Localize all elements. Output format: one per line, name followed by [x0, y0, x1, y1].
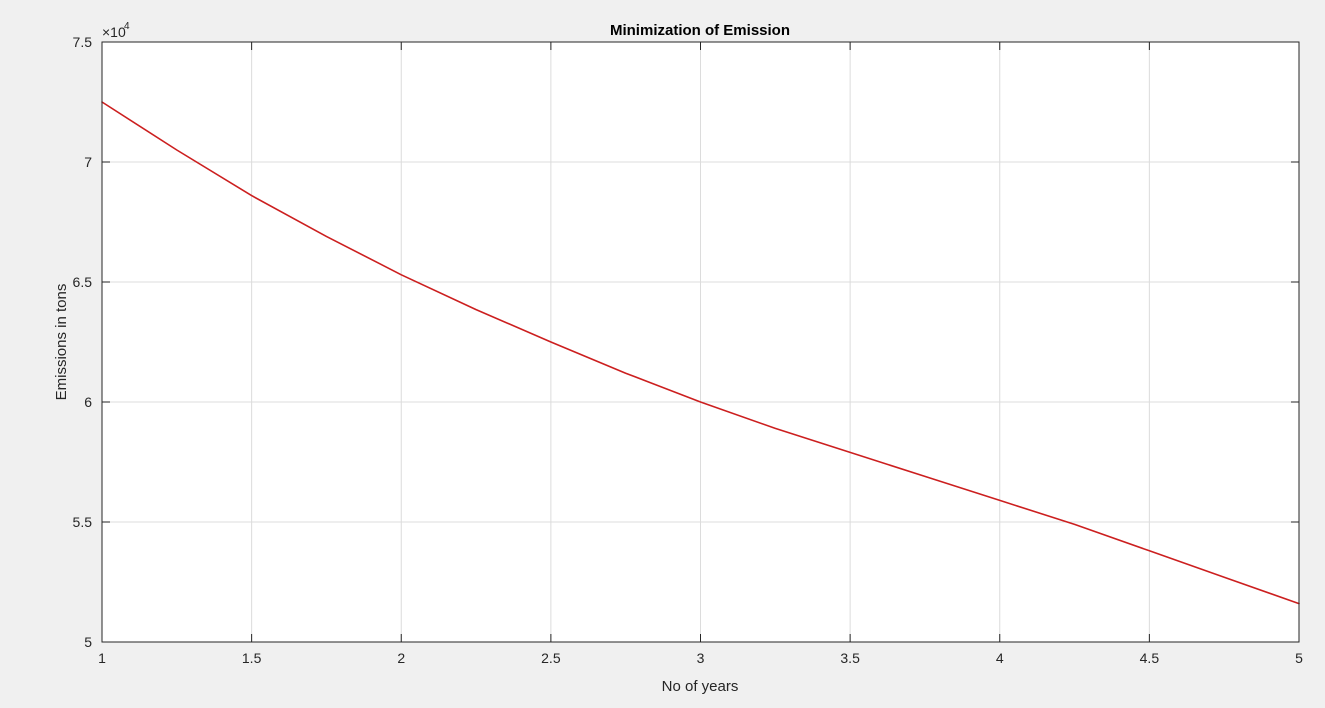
x-tick-label: 5 [1295, 650, 1303, 666]
y-axis-label: Emissions in tons [53, 284, 70, 401]
x-tick-label: 3.5 [840, 650, 860, 666]
x-tick-label: 1 [98, 650, 106, 666]
x-tick-label: 4 [996, 650, 1004, 666]
y-tick-label: 5 [84, 634, 92, 650]
y-tick-label: 6.5 [73, 274, 93, 290]
x-tick-label: 1.5 [242, 650, 262, 666]
y-exponent-power: 4 [124, 21, 130, 32]
y-tick-label: 7 [84, 154, 92, 170]
chart-title: Minimization of Emission [610, 22, 790, 39]
y-tick-label: 6 [84, 394, 92, 410]
x-tick-label: 2 [397, 650, 405, 666]
x-tick-label: 3 [697, 650, 705, 666]
series-layer [101, 101, 1300, 605]
x-tick-labels: 1 1.5 2 2.5 3 3.5 4 4.5 5 [98, 650, 1303, 666]
emission-series-line [101, 101, 1300, 605]
y-tick-labels: 5 5.5 6 6.5 7 7.5 [73, 34, 93, 650]
y-tick-label: 7.5 [73, 34, 93, 50]
x-tick-label: 4.5 [1140, 650, 1160, 666]
y-exponent-base: ×10 [102, 24, 126, 40]
tick-marks [101, 41, 1300, 643]
y-tick-label: 5.5 [73, 514, 93, 530]
x-tick-label: 2.5 [541, 650, 561, 666]
x-axis-label: No of years [662, 678, 739, 695]
